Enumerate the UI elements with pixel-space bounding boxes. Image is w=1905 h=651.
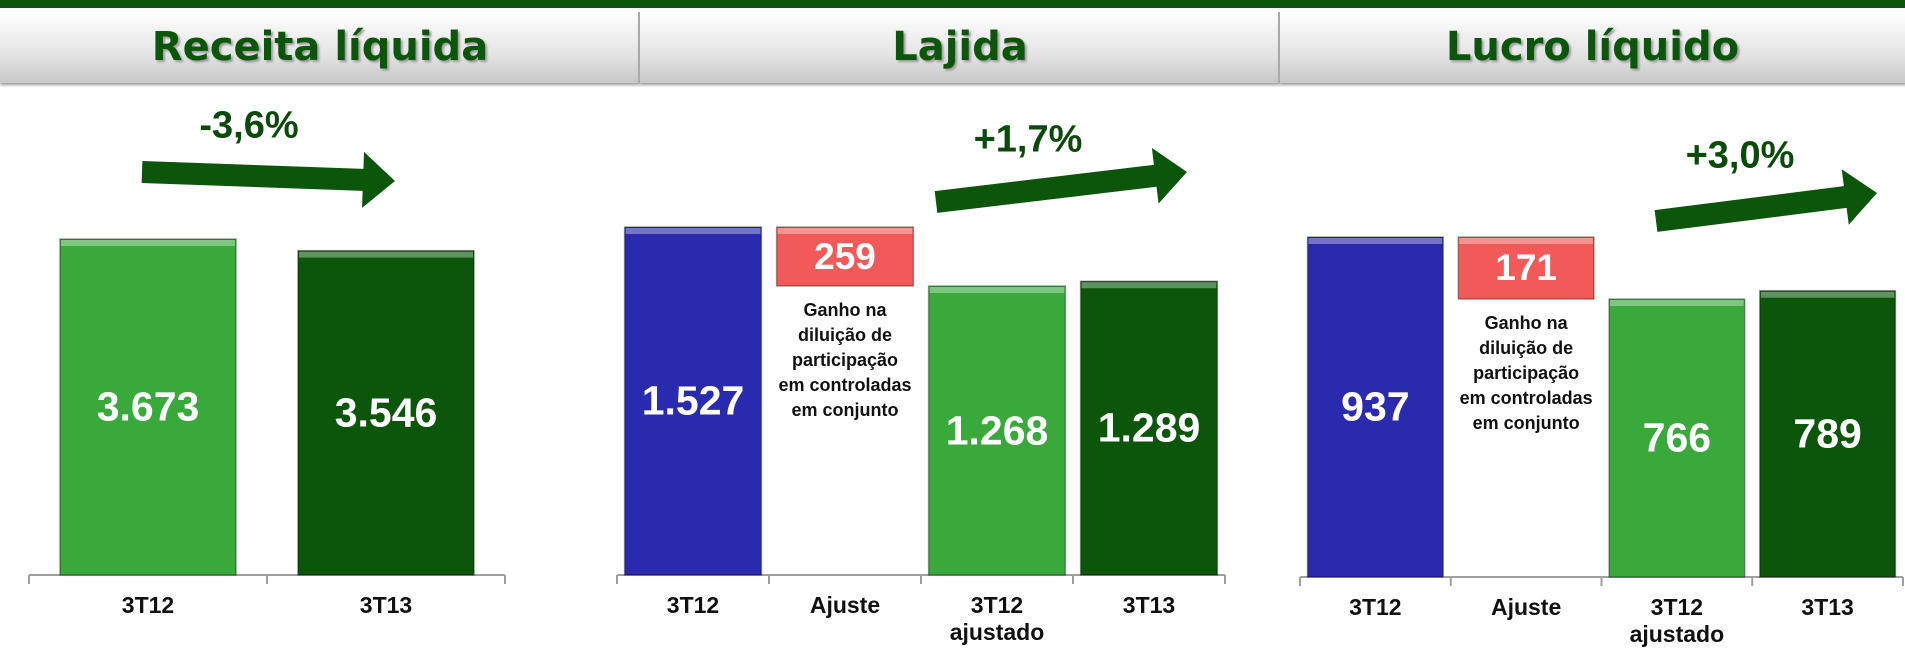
note: Ganho na diluição de participação em con… xyxy=(778,300,912,421)
bar xyxy=(927,285,1067,576)
header-bar xyxy=(0,12,640,83)
x-tick-label: 3T13 xyxy=(1801,594,1854,620)
bar xyxy=(1608,298,1746,578)
bar xyxy=(297,249,475,576)
x-tick-label: 3T12 ajustado xyxy=(1629,594,1725,647)
x-tick-label: Ajuste xyxy=(1490,594,1562,620)
note: Ganho na diluição de participação em con… xyxy=(1459,313,1593,434)
x-tick-label: 3T13 xyxy=(1122,592,1176,618)
header-bar xyxy=(1280,12,1905,83)
value-label: 171 xyxy=(1495,247,1557,289)
bar xyxy=(775,226,915,287)
chart-title: Lucro líquido xyxy=(1445,24,1740,70)
value-label: 789 xyxy=(1793,410,1862,457)
trend-arrow xyxy=(1654,169,1877,232)
bar xyxy=(1457,236,1595,300)
annotation: +3,0% xyxy=(1685,134,1795,177)
top-rule xyxy=(0,0,1905,8)
bar-highlight xyxy=(777,228,913,234)
value-label: 1.268 xyxy=(945,407,1049,453)
value-label: 937 xyxy=(1341,383,1410,430)
header-bar xyxy=(640,12,1280,83)
bar-highlight xyxy=(1081,282,1217,289)
bar xyxy=(1306,236,1444,578)
x-tick-label: Ajuste xyxy=(809,592,881,618)
bar-highlight xyxy=(1610,300,1744,307)
bar xyxy=(1759,289,1897,578)
trend-arrow xyxy=(141,151,395,208)
value-label: 259 xyxy=(814,235,876,277)
bar-highlight xyxy=(1308,238,1443,244)
x-tick-label: 3T13 xyxy=(359,592,413,618)
value-label: 766 xyxy=(1642,414,1712,461)
bar-highlight xyxy=(60,240,236,246)
bar xyxy=(1079,280,1219,576)
x-tick-label: 3T12 xyxy=(666,592,720,618)
chart-title: Receita líquida xyxy=(151,24,489,70)
annotation: +1,7% xyxy=(973,118,1083,161)
x-tick-label: 3T12 ajustado xyxy=(949,592,1045,645)
bar-highlight xyxy=(929,287,1065,294)
bar-highlight xyxy=(1459,238,1593,244)
x-tick-label: 3T12 xyxy=(121,592,175,618)
value-label: 3.673 xyxy=(96,383,200,430)
value-label: 1.527 xyxy=(641,377,745,424)
x-tick-label: 3T12 xyxy=(1349,594,1402,620)
bar-highlight xyxy=(625,228,761,234)
bar-highlight xyxy=(298,251,474,258)
bar xyxy=(59,238,237,576)
value-label: 1.289 xyxy=(1097,404,1201,451)
value-label: 3.546 xyxy=(334,389,438,436)
bar-highlight xyxy=(1760,291,1895,298)
bar xyxy=(623,226,763,576)
annotation: -3,6% xyxy=(199,104,299,147)
trend-arrow xyxy=(934,147,1187,213)
chart-title: Lajida xyxy=(892,24,1028,70)
